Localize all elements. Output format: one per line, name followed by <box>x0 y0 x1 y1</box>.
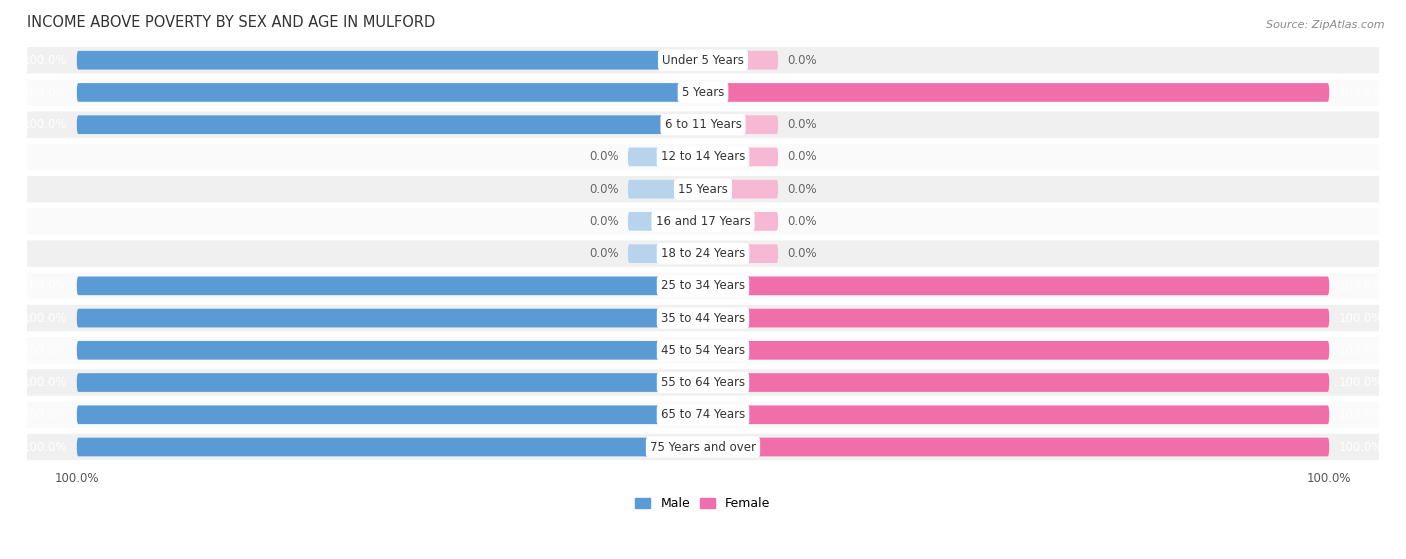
FancyBboxPatch shape <box>77 83 703 102</box>
Legend: Male, Female: Male, Female <box>630 492 776 515</box>
FancyBboxPatch shape <box>703 244 778 263</box>
Text: 100.0%: 100.0% <box>1339 280 1384 292</box>
FancyBboxPatch shape <box>14 79 1392 106</box>
FancyBboxPatch shape <box>703 115 778 134</box>
FancyBboxPatch shape <box>628 180 703 198</box>
FancyBboxPatch shape <box>703 277 1329 295</box>
Text: 12 to 14 Years: 12 to 14 Years <box>661 150 745 163</box>
Text: 100.0%: 100.0% <box>22 86 67 99</box>
FancyBboxPatch shape <box>703 341 1329 359</box>
Text: 100.0%: 100.0% <box>22 344 67 357</box>
FancyBboxPatch shape <box>14 401 1392 428</box>
Text: 0.0%: 0.0% <box>589 150 619 163</box>
Text: 18 to 24 Years: 18 to 24 Years <box>661 247 745 260</box>
Text: 35 to 44 Years: 35 to 44 Years <box>661 311 745 325</box>
FancyBboxPatch shape <box>77 373 703 392</box>
FancyBboxPatch shape <box>703 373 1329 392</box>
Text: 0.0%: 0.0% <box>787 150 817 163</box>
Text: 0.0%: 0.0% <box>787 215 817 228</box>
Text: 0.0%: 0.0% <box>589 183 619 196</box>
FancyBboxPatch shape <box>77 51 703 69</box>
Text: 75 Years and over: 75 Years and over <box>650 440 756 453</box>
Text: 100.0%: 100.0% <box>1339 344 1384 357</box>
Text: 0.0%: 0.0% <box>787 118 817 131</box>
Text: 100.0%: 100.0% <box>1339 86 1384 99</box>
FancyBboxPatch shape <box>14 305 1392 331</box>
FancyBboxPatch shape <box>77 341 703 359</box>
Text: 0.0%: 0.0% <box>589 215 619 228</box>
FancyBboxPatch shape <box>703 51 778 69</box>
FancyBboxPatch shape <box>628 212 703 231</box>
FancyBboxPatch shape <box>14 47 1392 73</box>
FancyBboxPatch shape <box>703 405 1329 424</box>
FancyBboxPatch shape <box>14 273 1392 299</box>
Text: 45 to 54 Years: 45 to 54 Years <box>661 344 745 357</box>
Text: 100.0%: 100.0% <box>22 440 67 453</box>
FancyBboxPatch shape <box>703 212 778 231</box>
Text: 0.0%: 0.0% <box>589 247 619 260</box>
Text: 100.0%: 100.0% <box>22 311 67 325</box>
FancyBboxPatch shape <box>77 405 703 424</box>
Text: 0.0%: 0.0% <box>787 183 817 196</box>
FancyBboxPatch shape <box>703 148 778 166</box>
Text: 100.0%: 100.0% <box>22 118 67 131</box>
Text: 100.0%: 100.0% <box>1339 376 1384 389</box>
FancyBboxPatch shape <box>77 277 703 295</box>
FancyBboxPatch shape <box>14 144 1392 170</box>
FancyBboxPatch shape <box>703 309 1329 328</box>
Text: 0.0%: 0.0% <box>787 247 817 260</box>
Text: 100.0%: 100.0% <box>22 376 67 389</box>
Text: 100.0%: 100.0% <box>1339 408 1384 421</box>
Text: 16 and 17 Years: 16 and 17 Years <box>655 215 751 228</box>
FancyBboxPatch shape <box>77 438 703 456</box>
Text: 100.0%: 100.0% <box>22 54 67 67</box>
FancyBboxPatch shape <box>703 83 1329 102</box>
Text: 25 to 34 Years: 25 to 34 Years <box>661 280 745 292</box>
FancyBboxPatch shape <box>628 244 703 263</box>
Text: 55 to 64 Years: 55 to 64 Years <box>661 376 745 389</box>
Text: 100.0%: 100.0% <box>1339 311 1384 325</box>
FancyBboxPatch shape <box>14 369 1392 396</box>
FancyBboxPatch shape <box>14 434 1392 460</box>
FancyBboxPatch shape <box>14 337 1392 363</box>
FancyBboxPatch shape <box>77 115 703 134</box>
FancyBboxPatch shape <box>77 309 703 328</box>
Text: 100.0%: 100.0% <box>22 408 67 421</box>
Text: Source: ZipAtlas.com: Source: ZipAtlas.com <box>1267 20 1385 30</box>
Text: 65 to 74 Years: 65 to 74 Years <box>661 408 745 421</box>
Text: Under 5 Years: Under 5 Years <box>662 54 744 67</box>
Text: INCOME ABOVE POVERTY BY SEX AND AGE IN MULFORD: INCOME ABOVE POVERTY BY SEX AND AGE IN M… <box>27 15 434 30</box>
FancyBboxPatch shape <box>14 240 1392 267</box>
FancyBboxPatch shape <box>14 176 1392 202</box>
FancyBboxPatch shape <box>14 208 1392 235</box>
Text: 100.0%: 100.0% <box>1339 440 1384 453</box>
Text: 100.0%: 100.0% <box>22 280 67 292</box>
Text: 15 Years: 15 Years <box>678 183 728 196</box>
FancyBboxPatch shape <box>14 111 1392 138</box>
FancyBboxPatch shape <box>703 438 1329 456</box>
Text: 5 Years: 5 Years <box>682 86 724 99</box>
FancyBboxPatch shape <box>703 180 778 198</box>
Text: 6 to 11 Years: 6 to 11 Years <box>665 118 741 131</box>
Text: 0.0%: 0.0% <box>787 54 817 67</box>
FancyBboxPatch shape <box>628 148 703 166</box>
